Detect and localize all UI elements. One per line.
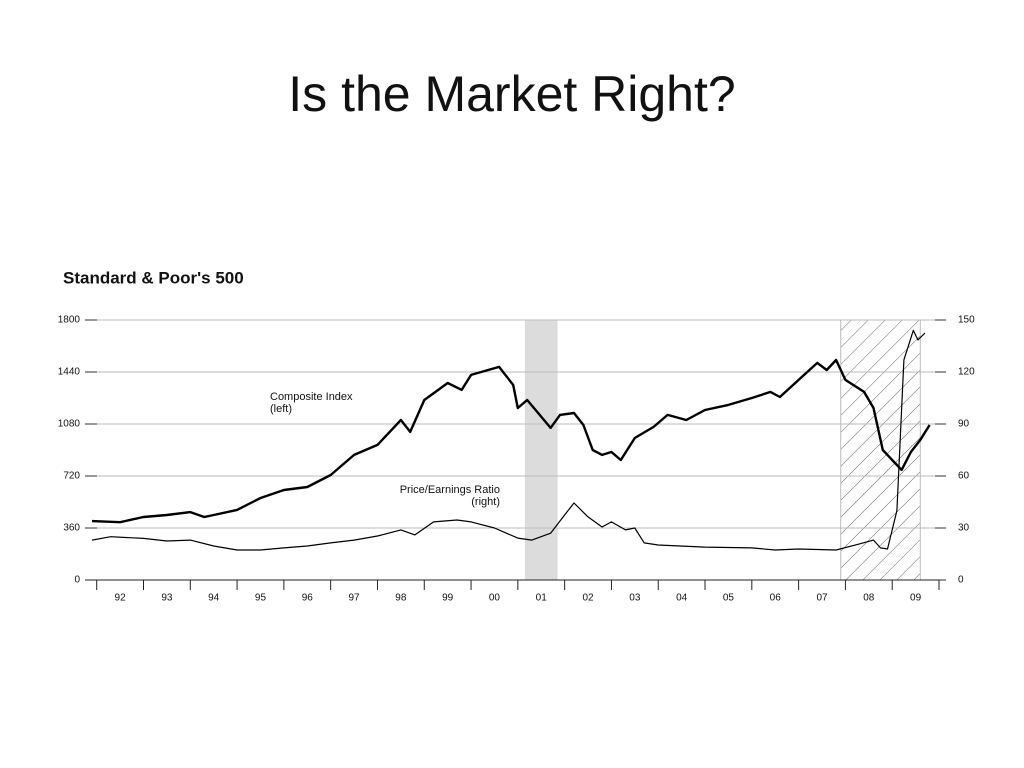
- x-tick-label: 01: [536, 593, 548, 604]
- recession-band: [524, 320, 558, 580]
- annotation: (right): [471, 496, 500, 508]
- series-line: [91, 329, 926, 551]
- x-tick-label: 03: [629, 593, 641, 604]
- y2-tick-label: 120: [958, 367, 975, 378]
- y-tick-label: 1440: [58, 367, 81, 378]
- x-tick-label: 09: [910, 593, 922, 604]
- chart-title: Standard & Poor's 500: [63, 268, 244, 287]
- slide-title: Is the Market Right?: [288, 66, 735, 122]
- annotation: Composite Index: [270, 391, 353, 403]
- y-tick-label: 1080: [58, 419, 81, 430]
- y2-tick-label: 150: [958, 315, 975, 326]
- annotation: Price/Earnings Ratio: [400, 484, 500, 496]
- y2-tick-label: 0: [958, 575, 964, 586]
- x-tick-label: 07: [816, 593, 828, 604]
- series-line: [91, 358, 931, 524]
- y2-tick-label: 90: [958, 419, 970, 430]
- x-tick-label: 94: [208, 593, 220, 604]
- x-tick-label: 92: [115, 593, 127, 604]
- x-tick-label: 95: [255, 593, 267, 604]
- y2-tick-label: 60: [958, 471, 970, 482]
- y-tick-label: 1800: [58, 315, 81, 326]
- x-tick-label: 00: [489, 593, 501, 604]
- x-tick-label: 06: [770, 593, 782, 604]
- x-tick-label: 98: [395, 593, 407, 604]
- x-tick-label: 04: [676, 593, 688, 604]
- annotation: (left): [270, 403, 292, 415]
- y-tick-label: 360: [63, 523, 80, 534]
- y2-tick-label: 30: [958, 523, 970, 534]
- x-tick-label: 02: [582, 593, 594, 604]
- y-tick-label: 720: [63, 471, 80, 482]
- x-tick-label: 96: [302, 593, 314, 604]
- recession-band: [840, 319, 921, 581]
- x-tick-label: 05: [723, 593, 735, 604]
- x-tick-label: 97: [349, 593, 361, 604]
- x-tick-label: 08: [863, 593, 875, 604]
- y-tick-label: 0: [74, 575, 80, 586]
- x-tick-label: 93: [161, 593, 173, 604]
- x-tick-label: 99: [442, 593, 454, 604]
